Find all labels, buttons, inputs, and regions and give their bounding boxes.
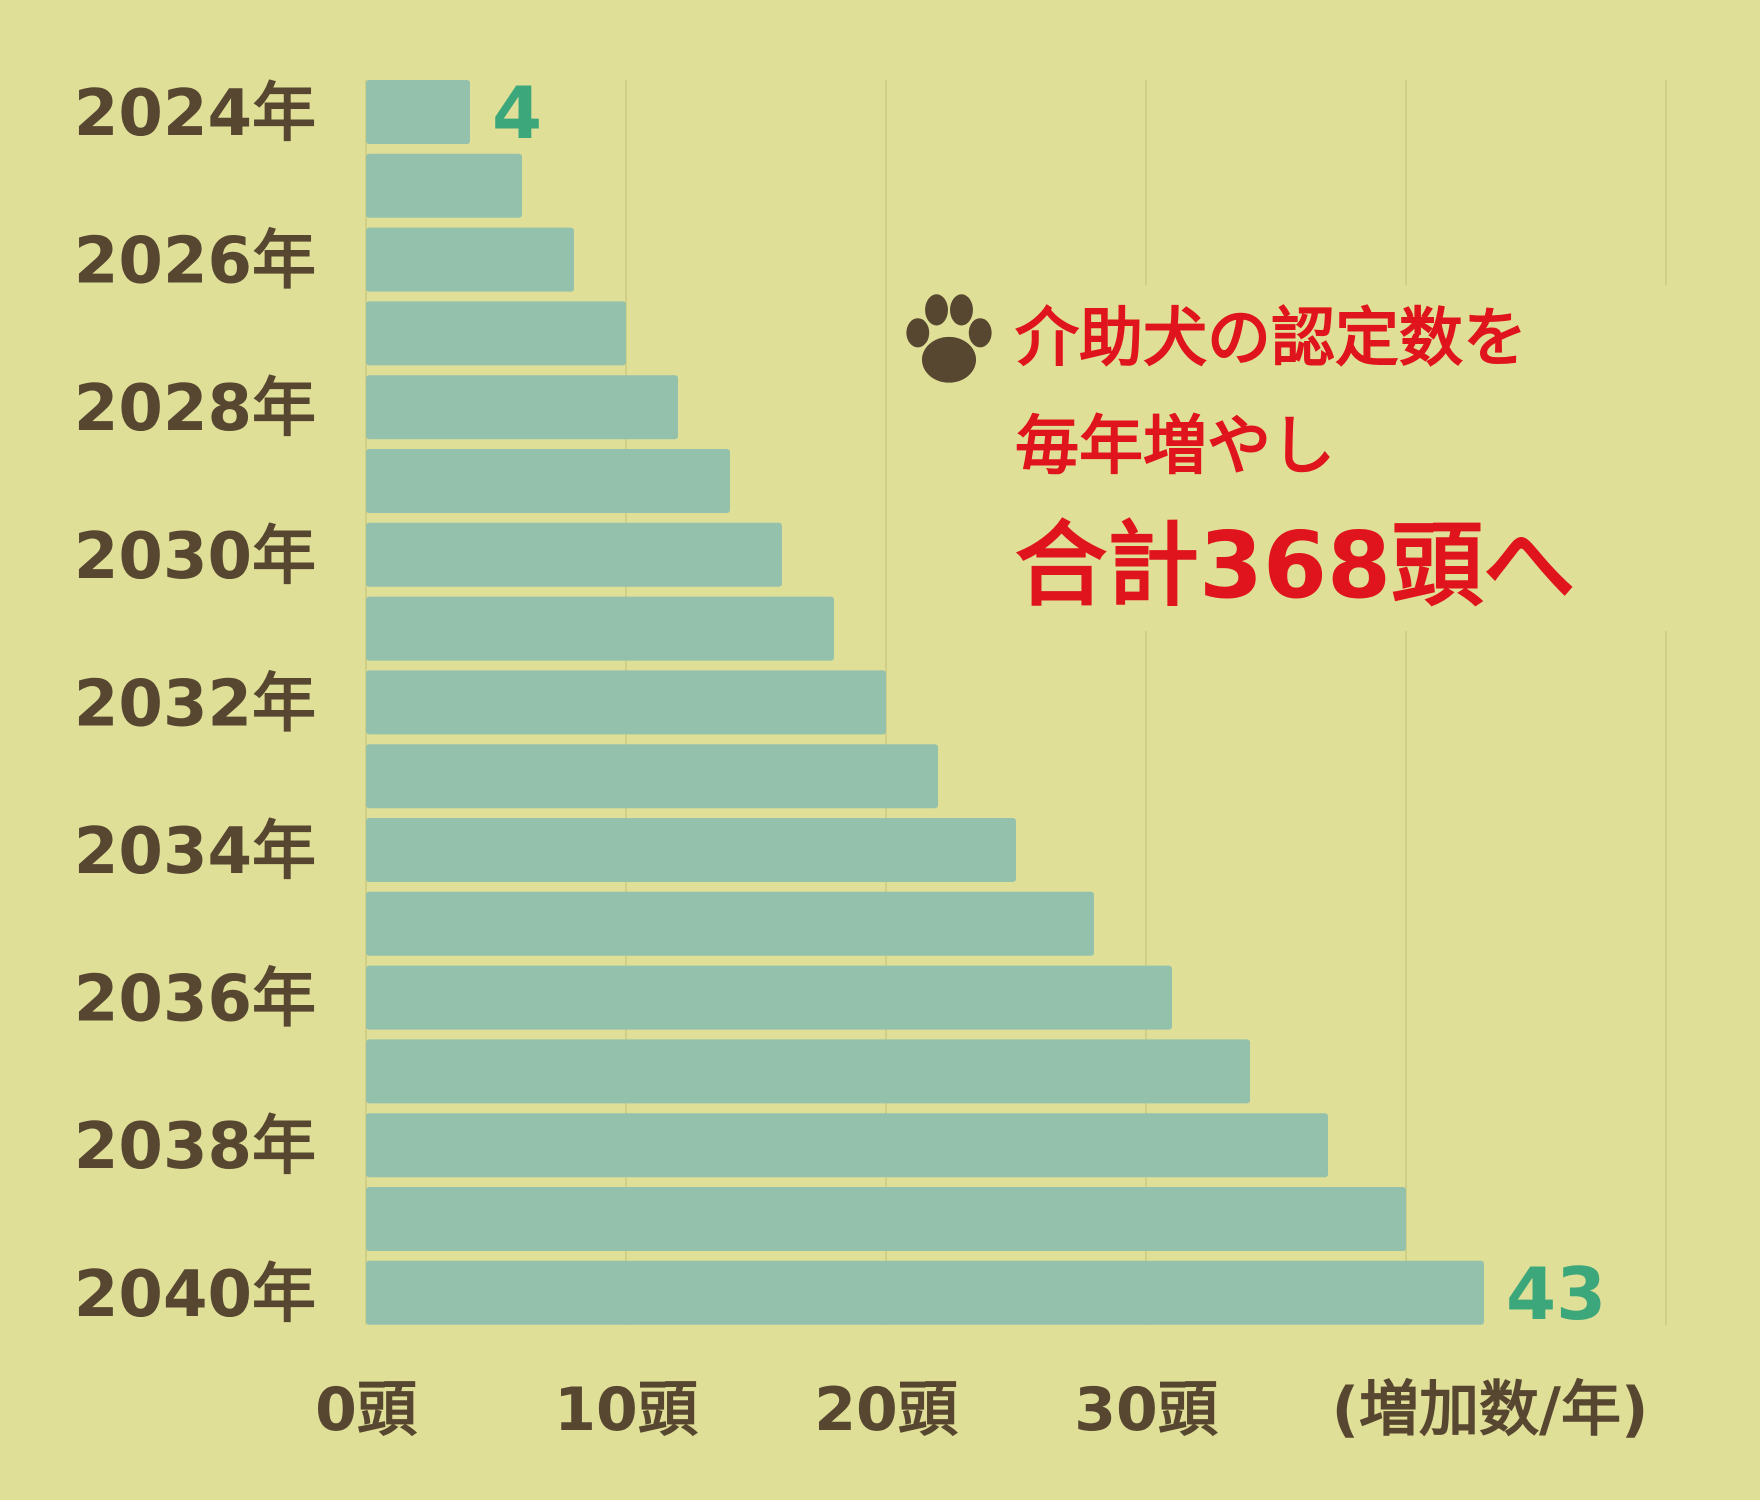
x-tick-label: 0頭 [315,1375,418,1445]
bar-2027年 [366,301,626,366]
x-tick-label: 20頭 [814,1375,958,1445]
x-unit-label: (増加数/年) [1332,1375,1649,1445]
y-axis-labels: 2024年 2026年 2028年 2030年 2032年 2034年 2036年 2038年… [74,77,316,1332]
bar-2028年 [366,375,678,440]
y-tick-label: 2030年 [74,520,316,594]
y-tick-label: 2036年 [74,963,316,1037]
x-tick-label: 10頭 [554,1375,698,1445]
data-label: 43 [1506,1252,1606,1336]
y-tick-label: 2024年 [74,77,316,151]
data-labels: 4 43 [492,71,1606,1336]
bar-2032年 [366,670,886,735]
bar-2030年 [366,522,782,587]
x-axis-labels: 0頭 10頭 20頭 30頭 (増加数/年) [315,1375,1648,1445]
bar-2034年 [366,818,1016,882]
callout-line2: 毎年増やし [1015,410,1335,484]
bar-2035年 [366,891,1094,956]
bar-2029年 [366,449,730,513]
bar-2025年 [366,153,522,218]
y-tick-label: 2038年 [74,1110,316,1184]
x-tick-label: 30頭 [1074,1375,1218,1445]
y-tick-label: 2032年 [74,667,316,741]
bar-2036年 [366,965,1172,1030]
bar-2026年 [366,227,574,292]
bar-2031年 [366,596,834,661]
bar-2039年 [366,1187,1406,1251]
callout-line3: 合計368頭へ [1015,512,1576,619]
data-label: 4 [492,71,542,155]
paw-icon [906,294,992,383]
callout-line1-row: 介助犬の認定数を [895,285,1715,393]
callout-line1: 介助犬の認定数を [1015,302,1527,376]
bar-2040年 [366,1260,1484,1325]
y-tick-label: 2026年 [74,225,316,299]
bar-2033年 [366,744,938,809]
bar-2037年 [366,1039,1250,1104]
y-tick-label: 2034年 [74,815,316,889]
bar-2038年 [366,1113,1328,1178]
y-tick-label: 2028年 [74,372,316,446]
bars [366,80,1484,1325]
y-tick-label: 2040年 [74,1258,316,1332]
callout: 介助犬の認定数を 毎年増やし 合計368頭へ [895,285,1715,631]
bar-2024年 [366,80,470,144]
